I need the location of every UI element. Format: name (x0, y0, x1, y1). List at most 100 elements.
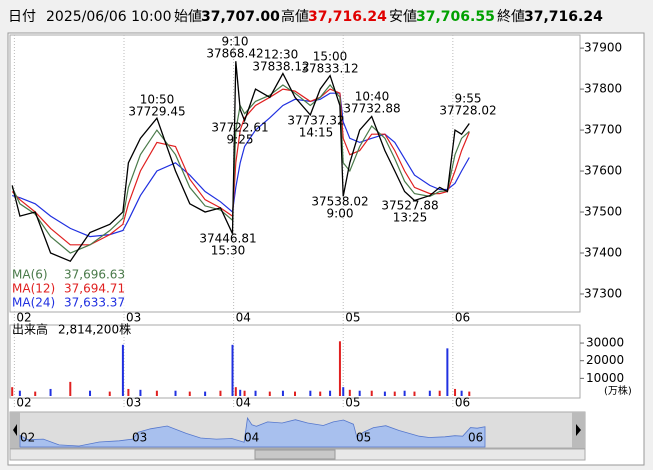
volume-bar (243, 390, 246, 396)
volume-bar (121, 344, 124, 396)
volume-bar (89, 390, 92, 396)
volume-bar (438, 390, 441, 396)
annotation: 37722.61 (211, 121, 268, 135)
y-tick-label: 37700 (584, 123, 622, 137)
legend-name: MA(12) (12, 282, 55, 296)
y-tick-label: 37500 (584, 205, 622, 219)
annotation: 37833.12 (301, 62, 358, 76)
legend-name: MA(24) (12, 296, 55, 310)
volume-bar (239, 389, 242, 396)
annotation: 37728.02 (439, 104, 496, 118)
volume-panel (9, 324, 581, 399)
volume-bar (348, 389, 351, 396)
high: 37,716.24 (308, 9, 387, 25)
annotation: 15:00 (313, 50, 348, 64)
volume-bar (342, 387, 345, 396)
volume-bar (34, 391, 37, 396)
volume-bar (268, 391, 271, 396)
annotation: 37737.32 (287, 114, 344, 128)
y-tick-label: 37800 (584, 82, 622, 96)
annotation: 37732.88 (343, 102, 400, 116)
annotation: 10:40 (355, 90, 390, 104)
moving-average-line (12, 92, 470, 238)
y-tick-label: 37300 (584, 286, 622, 300)
low-label: 安値 (389, 9, 417, 25)
x-tick-label: 02 (16, 396, 31, 410)
volume-bar (338, 341, 341, 396)
volume-bar (393, 391, 396, 396)
volume-bar (428, 390, 431, 396)
volume-bar (18, 390, 21, 396)
annotation: 15:30 (211, 244, 246, 258)
volume-bar (281, 390, 284, 396)
volume-bar (460, 390, 463, 396)
annotation: 9:55 (455, 92, 482, 106)
volume-bar (127, 388, 130, 396)
volume-bar (309, 390, 312, 396)
left-arrow (13, 424, 17, 436)
open: 37,707.00 (201, 9, 280, 25)
volume-bar (231, 344, 234, 396)
annotation: 37527.88 (381, 199, 438, 213)
y-tick-label: 37600 (584, 164, 622, 178)
navigator-label: 04 (244, 431, 259, 445)
volume-unit: (万株) (604, 384, 632, 397)
volume-bar (370, 390, 373, 396)
volume-bar (383, 391, 386, 396)
close-label: 終値 (497, 9, 525, 25)
volume-bar (319, 391, 322, 396)
volume-bar (403, 390, 406, 396)
volume-bar (69, 381, 72, 396)
x-tick-label: 06 (455, 311, 470, 325)
volume-bar (188, 391, 191, 396)
price-panel (9, 34, 581, 313)
navigator-label: 03 (132, 431, 147, 445)
x-tick-label: 03 (126, 311, 141, 325)
annotation: 14:15 (299, 126, 334, 140)
x-tick-label: 03 (126, 396, 141, 410)
volume-bar (49, 388, 52, 396)
volume-title: 出来高 (12, 322, 48, 337)
volume-bar (254, 390, 257, 396)
open-label: 始値 (174, 9, 202, 25)
volume-bar (11, 387, 14, 396)
right-arrow (576, 424, 581, 436)
legend-value: 37,696.63 (64, 268, 125, 282)
y-tick-label: 20000 (586, 353, 624, 367)
navigator-label: 06 (468, 431, 483, 445)
annotation: 37538.02 (311, 195, 368, 209)
annotation: 13:25 (393, 211, 428, 225)
moving-average-line (11, 84, 470, 254)
legend-name: MA(6) (12, 268, 48, 282)
x-tick-label: 04 (236, 311, 251, 325)
volume-bar (329, 390, 332, 396)
y-tick-label: 37900 (584, 41, 622, 55)
volume-bar (155, 390, 158, 396)
volume-bar (108, 391, 111, 396)
volume-bar (174, 390, 177, 396)
annotation: 10:50 (140, 93, 175, 107)
annotation: 37838.12 (252, 60, 309, 74)
volume-bar (413, 391, 416, 396)
volume-bar (294, 391, 296, 396)
volume-total: 2,814,200株 (58, 322, 131, 337)
header: 日付 2025/06/06 10:00 始値 37,707.00 高値 37,7… (8, 8, 603, 25)
volume-bar (468, 391, 471, 396)
navigator-label: 02 (20, 431, 35, 445)
annotation: 9:10 (222, 35, 249, 49)
navigator-area (19, 416, 486, 448)
price-line (11, 61, 470, 263)
y-tick-label: 30000 (586, 336, 624, 350)
legend (11, 267, 125, 311)
high-label: 高値 (281, 8, 309, 25)
annotation: 37868.42 (206, 47, 263, 61)
scrollbar-thumb[interactable] (254, 449, 336, 460)
annotation: 9:25 (227, 133, 254, 147)
volume-bar (446, 348, 449, 396)
low: 37,706.55 (416, 9, 495, 25)
x-tick-label: 05 (345, 396, 360, 410)
volume-bar (219, 390, 222, 396)
date-label: 日付 (8, 9, 36, 25)
y-tick-label: 37400 (584, 245, 622, 259)
